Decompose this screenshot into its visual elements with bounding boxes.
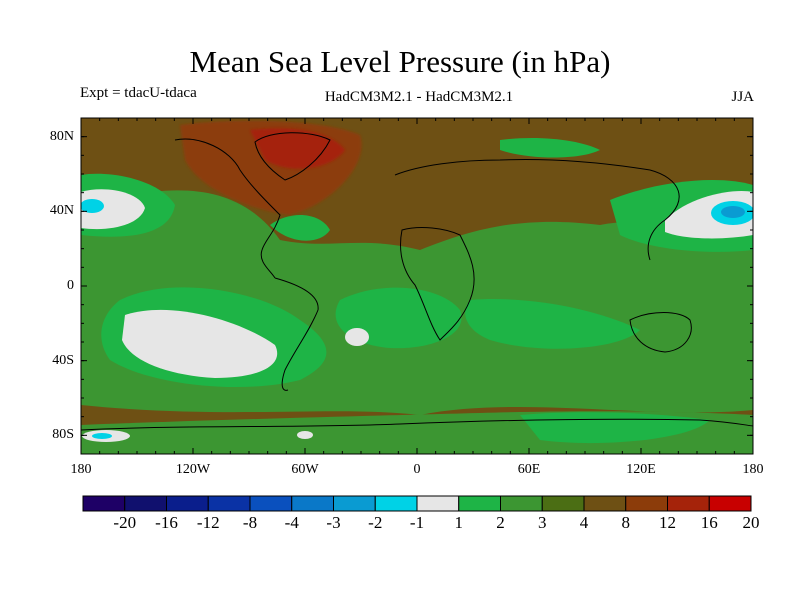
colorbar-swatch	[667, 495, 710, 512]
colorbar-swatch	[416, 495, 460, 512]
region-green-2-arctic	[500, 138, 600, 158]
experiment-label: Expt = tdacU-tdaca	[80, 85, 197, 101]
colorbar-swatch	[207, 495, 251, 512]
colorbar	[82, 495, 752, 512]
colorbar-level-label: -1	[409, 513, 425, 532]
lon-tick-label: 120W	[175, 462, 211, 477]
axis-ticks	[80, 117, 754, 455]
colorbar-swatch	[291, 495, 334, 512]
model-comparison-label: HadCM3M2.1 - HadCM3M2.1	[324, 89, 514, 105]
colorbar-level-label: 1	[454, 513, 464, 532]
region-grey-antarctic-weddell	[297, 431, 313, 439]
colorbar-swatch	[583, 495, 627, 512]
colorbar-level-label: 4	[579, 513, 589, 532]
pressure-field	[81, 118, 753, 454]
region-grey-se-pacific	[122, 309, 278, 378]
colorbar-level-label: 2	[496, 513, 505, 532]
lat-tick-label: 80S	[52, 427, 74, 443]
coastline-antarctica	[81, 418, 753, 431]
colorbar-swatch	[625, 495, 668, 512]
colorbar-swatch	[124, 495, 167, 512]
region-cyan-antarctic-west	[92, 433, 112, 439]
colorbar-swatch	[541, 495, 585, 512]
colorbar-swatch	[458, 495, 501, 512]
colorbar-level-label: -16	[155, 513, 178, 532]
lat-tick-label: 40S	[52, 352, 74, 368]
colorbar-swatch	[374, 495, 418, 512]
coastline-australia	[629, 312, 692, 353]
coastline-eurasia	[394, 158, 680, 261]
colorbar-level-label: -8	[242, 513, 258, 532]
colorbar-swatch	[82, 495, 126, 512]
region-grey-s-atlantic	[345, 328, 369, 346]
lon-tick-label: 120E	[626, 462, 656, 477]
colorbar-level-label: 20	[742, 513, 760, 532]
region-green-2-n-atlantic	[270, 214, 330, 241]
lat-tick-label: 80N	[49, 128, 74, 144]
colorbar-swatch	[500, 495, 543, 512]
lon-tick-label: 0	[413, 462, 421, 477]
region-grey-np-west	[81, 189, 145, 230]
colorbar-swatch	[708, 495, 752, 512]
colorbar-level-label: -3	[326, 513, 341, 532]
lat-tick-label: 0	[67, 278, 74, 293]
coastline-greenland	[254, 132, 331, 181]
colorbar-level-label: 12	[659, 513, 676, 532]
lon-tick-label: 60E	[517, 462, 541, 477]
colorbar-level-label: -12	[196, 513, 220, 532]
region-cyan-np-west	[81, 199, 104, 213]
season-label: JJA	[731, 89, 754, 105]
lon-tick-label: 180	[70, 462, 92, 477]
coastline-africa	[400, 227, 475, 341]
colorbar-swatch	[249, 495, 293, 512]
coastline-south-america	[274, 277, 319, 391]
coastline-north-america	[174, 138, 281, 279]
colorbar-swatch	[166, 495, 209, 512]
colorbar-swatch	[333, 495, 376, 512]
colorbar-level-label: 3	[538, 513, 547, 532]
colorbar-level-label: 8	[621, 513, 631, 532]
chart-title: Mean Sea Level Pressure (in hPa)	[189, 44, 611, 79]
coastlines	[81, 132, 753, 431]
colorbar-level-label: 16	[700, 513, 718, 532]
region-green-2-indian	[465, 299, 640, 349]
colorbar-level-label: -20	[113, 513, 137, 532]
colorbar-level-label: -2	[368, 513, 383, 532]
region-blue-np-east	[721, 206, 745, 218]
lon-tick-label: 180	[742, 462, 764, 477]
lat-tick-label: 40N	[49, 203, 74, 219]
lon-tick-label: 60W	[291, 462, 319, 477]
region-red-16-greenland	[250, 128, 345, 169]
colorbar-level-label: -4	[284, 513, 299, 532]
